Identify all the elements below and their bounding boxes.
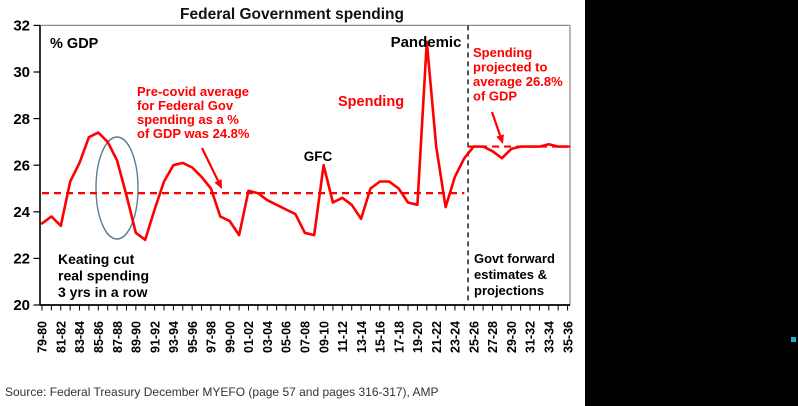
x-axis-label: 09-10 (317, 321, 331, 353)
pre-covid-note: spending as a % (137, 112, 239, 127)
x-axis-label: 11-12 (336, 321, 350, 352)
x-axis-label: 85-86 (92, 321, 106, 353)
x-axis-label: 23-24 (449, 321, 463, 353)
projection-arrow (490, 111, 502, 136)
projection-note: projected to (473, 60, 547, 75)
keating-note: 3 yrs in a row (58, 284, 148, 300)
spending-line (40, 40, 569, 242)
x-axis-label: 07-08 (298, 321, 312, 353)
x-axis-label: 89-90 (130, 321, 144, 353)
precovid-arrow (201, 147, 220, 182)
x-axis-label: 29-30 (505, 321, 519, 353)
x-axis-label: 91-92 (148, 321, 162, 353)
federal-spending-chart: 20 22 24 26 28 30 32 79-80 81-82 83-84 85-86 87-88 8… (13, 6, 575, 353)
pre-covid-note: of GDP was 24.8% (137, 126, 250, 141)
pre-covid-note: for Federal Gov (137, 98, 234, 113)
x-axis-label: 03-04 (261, 321, 275, 353)
teal-indicator-dot (791, 337, 796, 342)
x-axis-label: 81-82 (54, 321, 68, 353)
chart-panel: 20 22 24 26 28 30 32 79-80 81-82 83-84 85-86 87-88 8… (0, 0, 585, 406)
precovid-arrow-head (214, 179, 222, 189)
x-axis-label: 17-18 (392, 321, 406, 353)
chart-title: Federal Government spending (180, 6, 404, 23)
y-axis-label: 26 (13, 157, 30, 174)
pre-covid-note: Pre-covid average (137, 84, 249, 99)
x-axis-label: 93-94 (167, 321, 181, 353)
y-axis-label: 30 (13, 64, 30, 81)
x-axis-label: 79-80 (36, 321, 50, 353)
forward-note: Govt forward (474, 251, 555, 266)
x-axis-label: 97-98 (205, 321, 219, 353)
keating-note: real spending (58, 268, 149, 284)
x-axis-label: 95-96 (186, 321, 200, 353)
x-axis-label: 33-34 (542, 321, 556, 353)
x-axis-label: 27-28 (486, 321, 500, 353)
x-axis-label: 83-84 (73, 321, 87, 353)
y-axis-label: 28 (13, 111, 30, 128)
x-axis-label: 99-00 (223, 321, 237, 353)
forward-note: estimates & (474, 267, 547, 282)
gfc-label: GFC (304, 149, 333, 164)
x-axis-label: 05-06 (280, 321, 294, 353)
pandemic-label: Pandemic (391, 34, 462, 51)
projection-note: Spending (473, 45, 532, 60)
y-axis-label: 20 (13, 297, 30, 314)
x-axis-label: 01-02 (242, 321, 256, 353)
x-axis-label: 31-32 (524, 321, 538, 353)
projection-note: of GDP (473, 89, 517, 104)
y-axis-label: 22 (13, 251, 30, 268)
projection-arrow-head (496, 134, 504, 144)
keating-note: Keating cut (58, 251, 135, 267)
keating-ellipse (95, 136, 139, 240)
x-axis-label: 87-88 (111, 321, 125, 353)
x-axis-label: 13-14 (355, 321, 369, 353)
x-axis-label: 35-36 (561, 321, 575, 353)
x-axis-label: 19-20 (411, 321, 425, 353)
x-axis-label: 25-26 (467, 321, 481, 353)
x-axis-label: 15-16 (374, 321, 388, 353)
projection-note: average 26.8% (473, 74, 563, 89)
y-axis-label: 24 (13, 204, 30, 221)
x-axis-label: 21-22 (430, 321, 444, 353)
y-axis-unit-label: % GDP (50, 36, 99, 52)
spending-label: Spending (338, 94, 404, 110)
source-note: Source: Federal Treasury December MYEFO … (5, 385, 439, 399)
forward-note: projections (474, 283, 544, 298)
y-axis-label: 32 (13, 18, 30, 35)
